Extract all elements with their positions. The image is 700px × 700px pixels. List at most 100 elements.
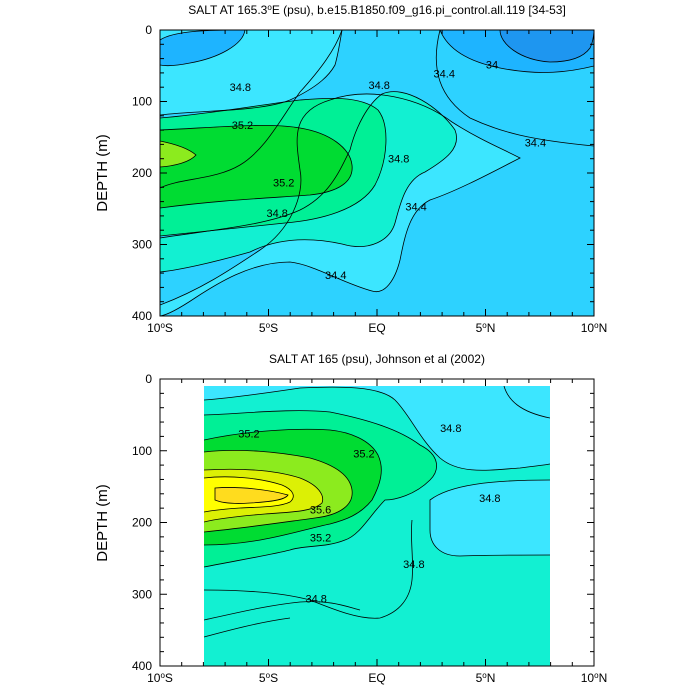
panel-title-observed: SALT AT 165 (psu), Johnson et al (2002): [269, 352, 485, 366]
contour-line: [204, 601, 361, 621]
contour-line: [204, 449, 353, 533]
x-tick-label: EQ: [368, 321, 385, 335]
contour-line: [499, 30, 594, 63]
contour-line: [204, 476, 294, 513]
y-tick-label: 0: [145, 23, 152, 37]
y-tick-label: 200: [132, 516, 152, 530]
y-tick-label: 400: [132, 309, 152, 323]
contour-line: [204, 617, 291, 638]
contour-label: 34.8: [306, 594, 327, 606]
contour-line: [160, 125, 353, 209]
contour-label-text: 35.2: [273, 177, 294, 189]
x-tick-label: EQ: [368, 671, 385, 685]
contour-label: 34: [486, 59, 498, 71]
contour-line: [429, 479, 550, 557]
contour-line: [160, 140, 197, 168]
x-tick-label: 10oS: [147, 321, 173, 336]
observed-axes: 10oS 5oS EQ 5oN 10oN 0 100 200 300 400: [132, 372, 607, 685]
panel-title-model: SALT AT 165.3oE (psu), b.e15.B1850.f09_g…: [188, 3, 566, 18]
fill-34-6-east-obs: [430, 480, 550, 556]
contour-label: 34.8: [368, 80, 389, 92]
contour-label-text: 34.4: [405, 202, 426, 214]
contour-label-text: 35.6: [310, 505, 331, 517]
contour-line: [160, 91, 457, 273]
contour-label: 34.4: [434, 69, 455, 81]
y-tick-label: 200: [132, 166, 152, 180]
contour-line: [503, 386, 550, 419]
contour-label-text: 34.8: [440, 423, 461, 435]
observed-contour-labels: 35.2 35.2 34.8 35.6 34.8 35.2 34.8 34.8: [238, 423, 500, 606]
y-tick-label: 0: [145, 372, 152, 386]
contour-label: 34.4: [405, 202, 426, 214]
contour-label: 34.8: [479, 493, 500, 505]
contour-line: [204, 386, 550, 471]
contour-label: 35.2: [232, 120, 253, 132]
contour-line: [439, 30, 594, 73]
x-tick-label: 5oS: [259, 671, 278, 686]
fill-34-2-west: [160, 30, 245, 66]
contour-line: [435, 30, 594, 147]
contour-label-text: 34: [486, 59, 498, 71]
contour-label-text: 35.2: [310, 533, 331, 545]
y-axis-label: DEPTH (m): [94, 484, 111, 562]
contour-label-text: 34.4: [525, 137, 546, 149]
fill-35-4: [160, 141, 196, 167]
y-tick-label: 100: [132, 444, 152, 458]
model-axes: 10oS 5oS EQ 5oN 10oN 0 100 200 300 400: [132, 23, 607, 335]
contour-line: [160, 30, 246, 66]
contour-label: 35.2: [238, 429, 259, 441]
model-contour-lines: [160, 30, 594, 316]
contour-label: 34.8: [440, 423, 461, 435]
contour-label: 34.4: [325, 270, 346, 282]
contour-label: 35.2: [310, 533, 331, 545]
contour-label-text: 35.2: [353, 449, 374, 461]
contour-label: 34.8: [230, 82, 251, 94]
x-tick-label: 5oN: [476, 321, 496, 336]
contour-label: 34.8: [266, 208, 287, 220]
contour-label-text: 34.8: [479, 493, 500, 505]
contour-label-text: 34.8: [368, 80, 389, 92]
contour-label-text: 34.4: [325, 270, 346, 282]
contour-line: [204, 468, 324, 523]
x-tick-label: 10oN: [581, 321, 607, 336]
contour-line: [204, 428, 382, 546]
contour-label: 34.4: [525, 137, 546, 149]
contour-label-text: 34.8: [403, 559, 424, 571]
contour-line: [160, 93, 521, 316]
contour-label-text: 34.8: [306, 594, 327, 606]
contour-line: [214, 487, 289, 504]
contour-label: 35.2: [353, 449, 374, 461]
contour-label: 34.8: [388, 154, 409, 166]
model-filled-contours: [160, 30, 594, 316]
contour-label-text: 34.4: [434, 69, 455, 81]
y-tick-label: 300: [132, 587, 152, 601]
contour-label-text: 34.8: [266, 208, 287, 220]
x-tick-label: 10oS: [147, 671, 173, 686]
contour-label: 35.6: [310, 505, 331, 517]
contour-label-text: 35.2: [232, 120, 253, 132]
y-tick-label: 400: [132, 659, 152, 673]
contour-label-text: 34.8: [388, 154, 409, 166]
x-tick-label: 5oS: [259, 321, 278, 336]
x-tick-label: 5oN: [476, 671, 496, 686]
contour-label-text: 35.2: [238, 429, 259, 441]
contour-line: [160, 30, 343, 189]
contour-label: 34.8: [403, 559, 424, 571]
panel-model: SALT AT 165.3oE (psu), b.e15.B1850.f09_g…: [94, 3, 607, 336]
contour-line: [204, 519, 413, 619]
observed-contour-lines: [204, 386, 550, 638]
observed-filled-contours: [204, 386, 550, 666]
contour-label-text: 34.8: [230, 82, 251, 94]
contour-line: [204, 410, 437, 568]
fill-35-9-obs: [215, 487, 288, 504]
y-axis-label: DEPTH (m): [94, 134, 111, 212]
y-tick-label: 300: [132, 238, 152, 252]
panel-observed: SALT AT 165 (psu), Johnson et al (2002): [94, 352, 607, 685]
model-contour-labels: 34.8 34.8 34.4 34 35.2 34.8 34.4 35.2 34.4 34.8 34…: [230, 59, 547, 282]
contour-line: [160, 97, 387, 237]
fill-35-2: [160, 125, 353, 208]
x-tick-label: 10oN: [581, 671, 607, 686]
fill-34-6-obs: [204, 386, 550, 471]
y-tick-label: 100: [132, 95, 152, 109]
